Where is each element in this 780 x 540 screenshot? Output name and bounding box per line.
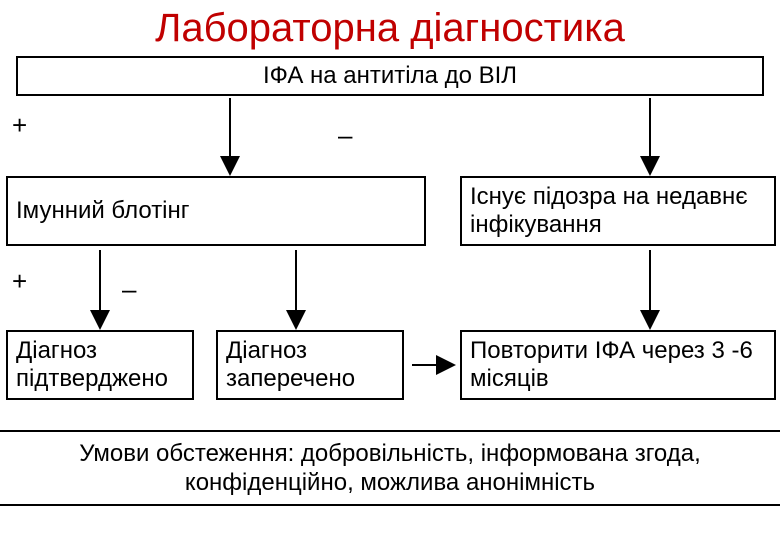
node-diagnosis-confirmed: Діагноз підтверджено [6, 330, 194, 400]
node-label: Імунний блотінг [16, 197, 190, 225]
node-recent-infection-suspected: Існує підозра на недавнє інфікування [460, 176, 776, 246]
diagram-title: Лабораторна діагностика [0, 6, 780, 51]
divider-bottom [0, 504, 780, 506]
node-immunoblot: Імунний блотінг [6, 176, 426, 246]
branch-label-minus-1: – [338, 120, 352, 151]
node-label: Повторити ІФА через 3 -6 місяців [470, 337, 766, 392]
footer-text: Умови обстеження: добровільність, інформ… [0, 440, 780, 498]
node-repeat-elisa: Повторити ІФА через 3 -6 місяців [460, 330, 776, 400]
footer-line-1: Умови обстеження: добровільність, інформ… [79, 440, 701, 467]
node-label: ІФА на антитіла до ВІЛ [263, 62, 517, 90]
node-diagnosis-denied: Діагноз заперечено [216, 330, 404, 400]
node-label: Діагноз підтверджено [16, 337, 184, 392]
branch-label-plus-1: + [12, 110, 27, 141]
node-label: Діагноз заперечено [226, 337, 394, 392]
branch-label-plus-2: + [12, 266, 27, 297]
footer-line-2: конфіденційно, можлива анонімність [185, 469, 595, 496]
divider-top [0, 430, 780, 432]
node-label: Існує підозра на недавнє інфікування [470, 183, 766, 238]
node-elisa-test: ІФА на антитіла до ВІЛ [16, 56, 764, 96]
branch-label-minus-2: – [122, 274, 136, 305]
